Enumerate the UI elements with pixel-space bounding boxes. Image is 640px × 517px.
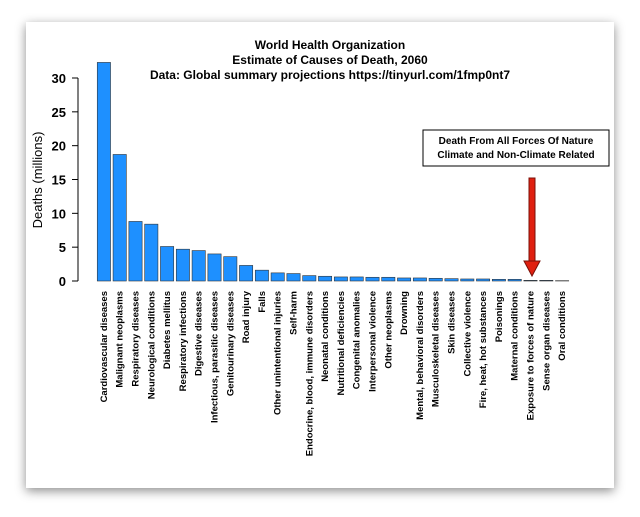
- x-tick-label: Maternal conditions: [510, 291, 521, 381]
- y-tick-label: 15: [52, 173, 66, 188]
- x-tick-label: Interpersonal violence: [368, 291, 379, 392]
- x-tick-label: Infectious, parasitic diseases: [210, 291, 221, 423]
- bar: [160, 246, 175, 282]
- x-tick-label: Poisonings: [494, 291, 505, 342]
- bar: [207, 253, 222, 282]
- y-tick-label: 0: [59, 274, 66, 289]
- bar: [349, 276, 364, 282]
- bar: [112, 154, 127, 282]
- x-tick-label: Skin diseases: [447, 291, 458, 354]
- x-tick-label: Respiratory infections: [178, 291, 189, 391]
- bar: [270, 272, 285, 282]
- bar: [302, 275, 317, 282]
- x-tick-label: Road injury: [241, 290, 252, 343]
- x-tick-label: Other neoplasms: [383, 291, 394, 369]
- x-tick-label: Fire, heat, hot substances: [478, 291, 489, 408]
- x-tick-label: Collective violence: [462, 291, 473, 377]
- x-tick-label: Diabetes mellitus: [162, 291, 173, 369]
- annotation: Death From All Forces Of Nature: [439, 136, 594, 147]
- bar: [444, 278, 459, 282]
- chart-subtitle: Estimate of Causes of Death, 2060: [232, 53, 428, 67]
- x-tick-label: Congenital anomalies: [352, 291, 363, 389]
- x-tick-label: Respiratory diseases: [131, 291, 142, 387]
- bar: [239, 265, 254, 282]
- x-tick-label: Mental, behavioral disorders: [415, 291, 426, 420]
- annotation-box: [422, 129, 610, 167]
- bar: [539, 280, 554, 282]
- x-tick-label: Neurological conditions: [146, 291, 157, 399]
- x-tick-label: Oral conditions: [557, 291, 568, 361]
- y-tick-label: 5: [59, 240, 66, 255]
- x-tick-label: Drowning: [399, 291, 410, 335]
- bar: [476, 278, 491, 282]
- annotation: Climate and Non-Climate Related: [437, 150, 594, 161]
- bar: [397, 277, 412, 282]
- x-tick-label: Nutritional deficiencies: [336, 291, 347, 396]
- x-tick-label: Sense organ diseases: [541, 291, 552, 391]
- bar: [507, 279, 522, 282]
- bar: [318, 275, 333, 282]
- x-tick-label: Falls: [257, 291, 268, 313]
- bar: [96, 62, 111, 282]
- y-tick-label: 30: [52, 71, 66, 86]
- bar: [333, 276, 348, 282]
- bar: [412, 277, 427, 282]
- x-tick-label: Digestive diseases: [194, 291, 205, 376]
- chart-source: Data: Global summary projections https:/…: [150, 68, 510, 82]
- bar: [365, 276, 380, 282]
- y-axis-label: Deaths (millions): [30, 132, 45, 229]
- bar: [144, 223, 159, 282]
- bar: [286, 273, 301, 282]
- x-tick-label: Musculoskeletal diseases: [431, 291, 442, 407]
- x-tick-label: Endocrine, blood, immune disorders: [304, 291, 315, 456]
- chart-title: World Health Organization: [255, 38, 405, 52]
- x-tick-label: Exposure to forces of nature: [526, 291, 537, 420]
- y-tick-label: 10: [52, 206, 66, 221]
- bar: [191, 250, 206, 282]
- x-tick-label: Neonatal conditions: [320, 291, 331, 382]
- x-tick-label: Malignant neoplasms: [115, 291, 126, 388]
- bar: [491, 279, 506, 282]
- arrow: [523, 177, 541, 278]
- bar: [254, 269, 269, 282]
- bar: [428, 277, 443, 282]
- y-tick-label: 20: [52, 139, 66, 154]
- bar: [223, 256, 238, 282]
- x-tick-label: Genitourinary diseases: [225, 291, 236, 396]
- x-tick-label: Self-harm: [289, 291, 300, 335]
- y-tick-label: 25: [52, 105, 66, 120]
- x-tick-label: Cardiovascular diseases: [99, 291, 110, 402]
- x-tick-label: Other unintentional injuries: [273, 291, 284, 415]
- bar: [381, 276, 396, 282]
- bar: [523, 280, 538, 282]
- bar: [175, 248, 190, 282]
- bar: [128, 221, 143, 282]
- bar: [460, 278, 475, 282]
